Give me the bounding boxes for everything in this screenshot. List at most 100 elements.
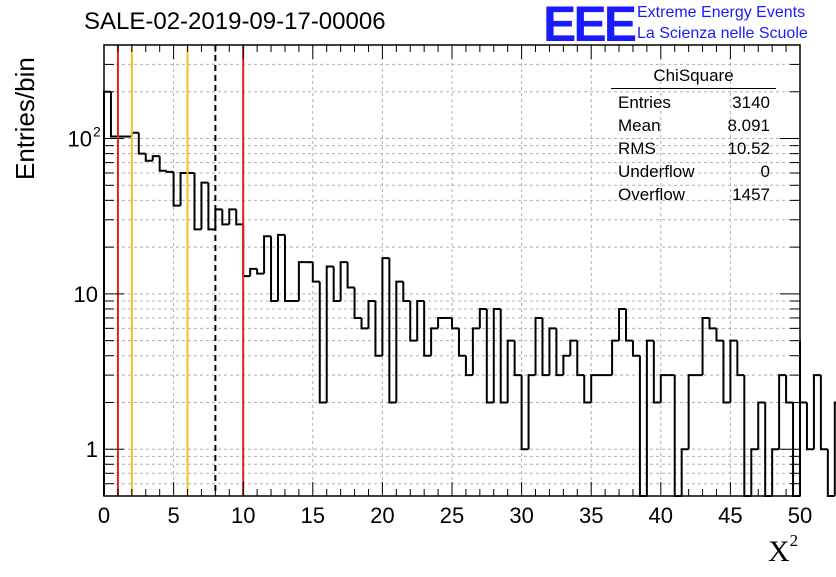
histogram-bin — [172, 171, 181, 207]
histogram-bin — [165, 170, 174, 173]
stats-value: 3140 — [732, 93, 770, 112]
histogram-bin — [722, 340, 731, 404]
histogram-bin — [416, 299, 425, 341]
histogram-bin — [736, 340, 745, 377]
histogram-bin — [513, 340, 522, 377]
histogram-bin — [346, 262, 355, 289]
y-tick-label: 1 — [86, 437, 98, 462]
x-tick-label: 5 — [167, 503, 179, 528]
histogram-bin — [659, 374, 668, 403]
histogram-bin — [471, 327, 480, 376]
eee-logo: EEE — [543, 0, 637, 52]
histogram-bin — [130, 131, 139, 137]
histogram-bin — [179, 171, 188, 206]
histogram-bin — [506, 339, 515, 403]
histogram-bin — [430, 327, 439, 356]
histogram-bin — [381, 257, 390, 356]
histogram-bin — [708, 317, 717, 330]
stats-row-overflow: Overflow 1457 — [611, 183, 776, 206]
histogram-bin — [283, 234, 292, 302]
histogram-bin — [402, 281, 411, 302]
histogram-bin — [221, 209, 230, 226]
histogram-bin — [423, 300, 432, 357]
histogram-bin — [750, 448, 759, 496]
x-axis-label: X2 — [768, 531, 798, 569]
histogram-bin — [242, 224, 251, 278]
histogram-bin — [562, 354, 571, 376]
x-tick-label: 35 — [579, 503, 603, 528]
histogram-bin — [339, 261, 348, 301]
histogram-bin — [451, 317, 459, 330]
histogram-bin — [555, 328, 564, 377]
histogram-bin — [819, 375, 828, 451]
histogram-bin — [207, 182, 216, 231]
histogram-bin — [805, 402, 814, 451]
stats-label: Mean — [618, 116, 661, 135]
stats-box-title: ChiSquare — [611, 66, 776, 89]
histogram-bin — [715, 328, 724, 342]
histogram-bin — [687, 374, 696, 450]
stats-value: 8.091 — [727, 116, 770, 135]
stats-row-entries: Entries 3140 — [611, 91, 776, 114]
histogram-bin — [367, 299, 376, 329]
x-tick-label: 50 — [788, 503, 812, 528]
x-tick-label: 45 — [718, 503, 742, 528]
histogram-bin — [353, 287, 362, 319]
histogram-bin — [151, 155, 160, 161]
histogram-bin — [277, 233, 285, 301]
chart-title: SALE-02-2019-09-17-00006 — [84, 8, 386, 35]
histogram-bin — [618, 307, 626, 341]
histogram-bin — [325, 265, 334, 403]
stats-box: ChiSquare Entries 3140 Mean 8.091 RMS 10… — [611, 66, 776, 206]
histogram-bin — [631, 340, 640, 357]
histogram-bin — [395, 280, 404, 403]
histogram-bin — [193, 172, 202, 231]
histogram-bin — [799, 401, 807, 496]
histogram-bin — [332, 266, 341, 302]
y-tick-label: 10 — [68, 127, 92, 152]
histogram-bin — [771, 448, 780, 496]
histogram-bin — [785, 375, 794, 404]
y-tick-label: 10 — [74, 282, 98, 307]
histogram-bin — [200, 181, 209, 230]
histogram-bin — [137, 132, 146, 155]
histogram-bin — [645, 339, 654, 496]
stats-value: 0 — [760, 162, 770, 181]
histogram-bin — [485, 308, 494, 404]
logo-text-line1: Extreme Energy Events — [637, 4, 806, 21]
y-axis-label: Entries/bin — [10, 57, 40, 180]
stats-row-rms: RMS 10.52 — [611, 137, 776, 160]
histogram-bin — [318, 281, 327, 404]
x-tick-label: 25 — [440, 503, 464, 528]
histogram-bin — [520, 375, 529, 451]
histogram-bin — [833, 401, 836, 496]
histogram-bin — [638, 355, 647, 497]
stats-label: Entries — [618, 93, 671, 112]
histogram-bin — [270, 236, 278, 302]
y-tick-label-exponent: 2 — [93, 124, 101, 140]
histogram-bin — [109, 91, 118, 138]
x-axis-label-base: X — [768, 535, 790, 568]
histogram-bin — [437, 316, 446, 329]
histogram-bin — [256, 268, 265, 275]
histogram-bin — [743, 375, 752, 497]
stats-label: RMS — [618, 139, 656, 158]
stats-label: Underflow — [618, 162, 695, 181]
histogram-bin — [583, 375, 592, 404]
histogram-bin — [701, 316, 710, 376]
histogram-bin — [409, 300, 418, 342]
x-tick-label: 40 — [649, 503, 673, 528]
histogram-bin — [729, 339, 738, 403]
x-tick-label: 30 — [509, 503, 533, 528]
histogram-bin — [548, 327, 557, 376]
histogram-bin — [158, 156, 167, 172]
histogram-bin — [625, 308, 633, 342]
histogram-bin — [311, 262, 320, 283]
histogram-bin — [360, 317, 369, 330]
histogram-bin — [541, 317, 550, 377]
x-tick-label: 20 — [370, 503, 394, 528]
histogram-bin — [374, 300, 383, 357]
